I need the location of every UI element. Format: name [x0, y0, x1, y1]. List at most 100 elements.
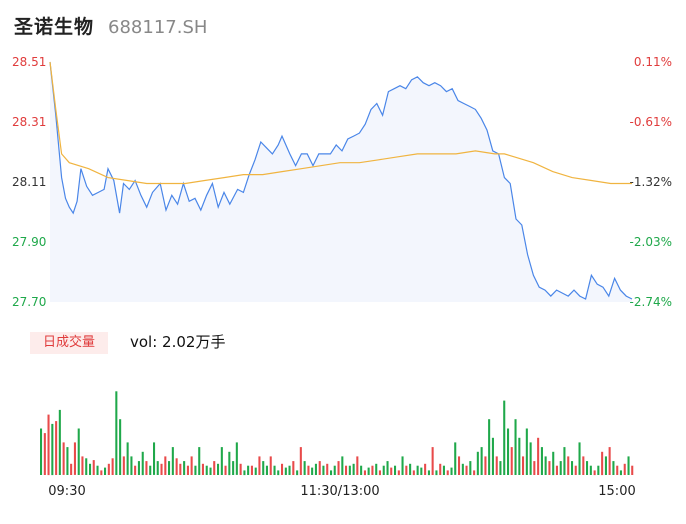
volume-bar [420, 467, 423, 475]
volume-bar [269, 456, 272, 475]
volume-bar [442, 465, 445, 475]
volume-bar [322, 465, 325, 475]
volume-bar [265, 465, 268, 475]
volume-bar [179, 463, 182, 475]
volume-bar [619, 470, 622, 476]
volume-bar [232, 461, 235, 475]
volume-bar [409, 463, 412, 475]
volume-bar [627, 456, 630, 475]
stock-code: 688117.SH [108, 17, 208, 38]
volume-bar [499, 461, 502, 475]
volume-bar [510, 447, 513, 475]
y-tick-left: 27.70 [12, 295, 46, 309]
volume-bar [352, 463, 355, 475]
volume-bar [507, 428, 510, 475]
volume-bar [141, 451, 144, 476]
volume-bar [107, 463, 110, 475]
volume-bar [194, 465, 197, 475]
volume-bar [156, 461, 159, 475]
volume-bar [533, 461, 536, 475]
volume-bar [43, 433, 46, 475]
average-line [49, 61, 632, 185]
volume-bar [145, 461, 148, 475]
volume-bar [360, 465, 363, 475]
volume-bar [296, 470, 299, 476]
volume-bar [495, 456, 498, 475]
volume-bar [104, 467, 107, 475]
volume-bar [213, 461, 216, 475]
volume-bar [484, 456, 487, 475]
price-line [49, 61, 633, 300]
volume-bar [92, 460, 95, 475]
volume-bar [412, 470, 415, 476]
volume-bar [284, 467, 287, 475]
volume-bar [537, 437, 540, 475]
volume-bar [544, 456, 547, 475]
volume-bar [345, 465, 348, 475]
volume-bar [476, 451, 479, 476]
volume-bar [473, 470, 476, 476]
volume-bar [382, 465, 385, 475]
volume-bar [375, 463, 378, 475]
volume-bar [277, 470, 280, 476]
volume-bar [427, 470, 430, 476]
volume-bar [96, 465, 99, 475]
y-tick-left: 28.11 [12, 175, 46, 189]
y-tick-right: -1.32% [630, 175, 672, 189]
y-tick-right: -2.74% [630, 295, 672, 309]
volume-bar [439, 463, 442, 475]
volume-bar [491, 437, 494, 475]
volume-bar [153, 442, 156, 475]
volume-value: vol: 2.02万手 [130, 333, 226, 351]
volume-bar [47, 414, 50, 476]
volume-bar [51, 423, 54, 476]
volume-bar [190, 456, 193, 475]
volume-bar [299, 447, 302, 475]
volume-bar [58, 409, 61, 475]
volume-bar [394, 465, 397, 475]
volume-bar [307, 465, 310, 475]
volume-bar [292, 461, 295, 475]
volume-bar [254, 467, 257, 475]
volume-bar [525, 428, 528, 475]
volume-bar [529, 442, 532, 475]
volume-bar [288, 465, 291, 475]
volume-bar [175, 458, 178, 475]
stock-name: 圣诺生物 [14, 16, 95, 38]
volume-bar [559, 461, 562, 475]
volume-bar [623, 463, 626, 475]
daily-volume-tab[interactable]: 日成交量 [30, 332, 108, 354]
volume-bar [578, 442, 581, 475]
volume-bar [262, 461, 265, 475]
volume-bar [571, 461, 574, 475]
volume-bar [514, 419, 517, 475]
volume-header: 日成交量 vol: 2.02万手 [0, 328, 686, 358]
volume-bar [390, 467, 393, 475]
volume-bar [130, 456, 133, 475]
y-tick-left: 27.90 [12, 235, 46, 249]
volume-bar [122, 456, 125, 475]
volume-bar [281, 463, 284, 475]
volume-bar [247, 465, 250, 475]
y-tick-right: 0.11% [634, 55, 672, 69]
volume-bar [431, 447, 434, 475]
volume-bar [416, 465, 419, 475]
volume-bar [333, 465, 336, 475]
volume-bar [586, 461, 589, 475]
volume-bar [616, 465, 619, 475]
volume-bar [461, 463, 464, 475]
volume-bar [446, 470, 449, 476]
volume-bar [582, 456, 585, 475]
volume-bar [540, 447, 543, 475]
volume-bar [62, 442, 65, 475]
volume-bar [228, 451, 231, 476]
volume-bar [235, 442, 238, 475]
volume-bar [612, 461, 615, 475]
volume-bar [209, 467, 212, 475]
volume-bar [608, 447, 611, 475]
volume-bar [243, 470, 246, 476]
volume-bar [160, 463, 163, 475]
volume-bar [367, 467, 370, 475]
volume-bar [77, 428, 80, 475]
